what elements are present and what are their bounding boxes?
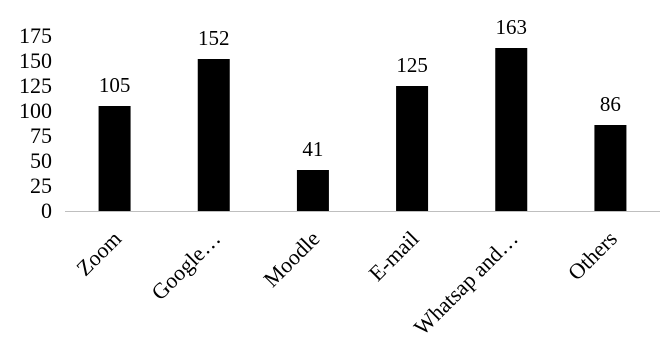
data-labels: 105 152 41 125 163 86 <box>99 15 621 161</box>
data-label: 163 <box>496 15 528 39</box>
x-tick-label: Zoom <box>71 226 126 281</box>
y-tick-label: 150 <box>19 48 52 73</box>
x-tick-label: Moodle <box>258 226 324 292</box>
data-label: 105 <box>99 73 131 97</box>
y-tick-label: 175 <box>19 23 52 48</box>
bar <box>197 59 230 211</box>
y-tick-label: 0 <box>41 198 52 223</box>
bars <box>98 48 627 211</box>
bar <box>594 125 627 211</box>
x-tick-label: Whatsap and… <box>409 226 523 340</box>
x-tick-label: E-mail <box>364 226 424 286</box>
y-tick-label: 25 <box>30 173 52 198</box>
y-tick-label: 125 <box>19 73 52 98</box>
bar <box>98 106 131 211</box>
y-tick-label: 100 <box>19 98 52 123</box>
data-label: 41 <box>302 137 323 161</box>
x-tick-label: Others <box>563 226 622 285</box>
data-label: 152 <box>198 26 230 50</box>
y-tick-label: 75 <box>30 123 52 148</box>
data-label: 86 <box>600 92 621 116</box>
y-tick-label: 50 <box>30 148 52 173</box>
x-tick-label: Google… <box>146 226 225 305</box>
bar <box>396 86 429 211</box>
bar <box>296 170 329 211</box>
bar <box>495 48 528 211</box>
data-label: 125 <box>396 53 428 77</box>
